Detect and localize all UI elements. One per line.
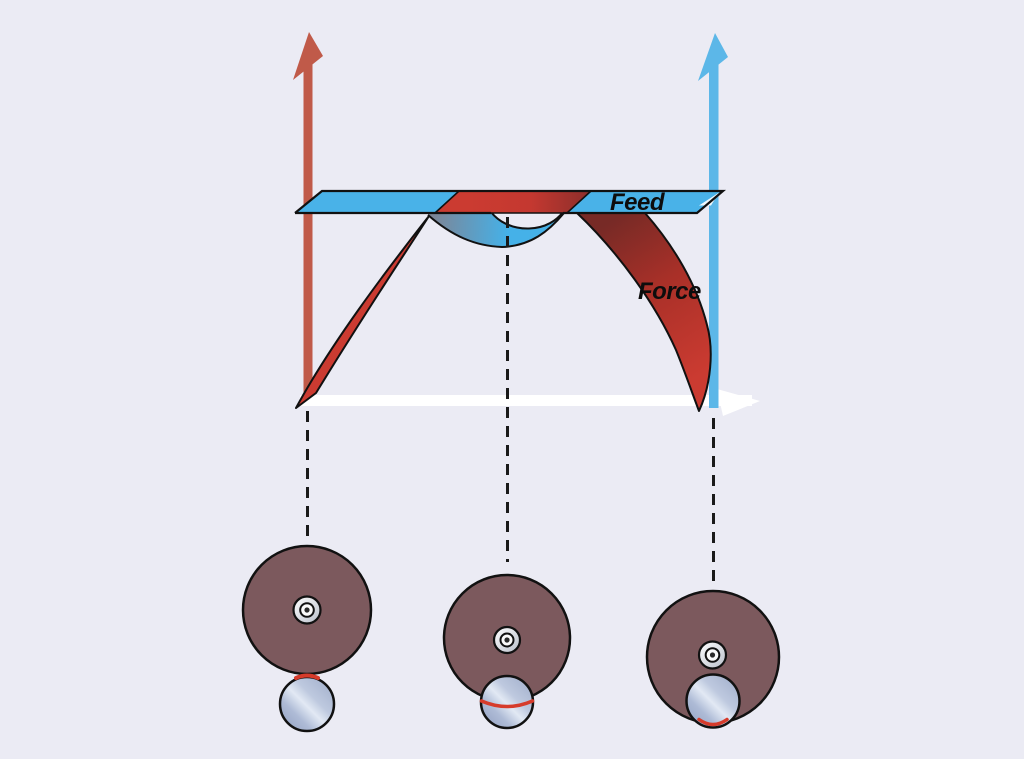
feed-bar-outline bbox=[294, 189, 727, 215]
feed-axis-shaft bbox=[709, 60, 719, 408]
dip-outer-curve bbox=[427, 212, 565, 249]
workpiece-ball bbox=[685, 673, 741, 729]
force-axis-arrowhead-icon bbox=[293, 32, 323, 80]
feed-deflection-dip bbox=[427, 211, 565, 249]
wheel-hub bbox=[492, 625, 522, 655]
force-ribbon-on-bar bbox=[432, 190, 594, 214]
hub-center-dot bbox=[504, 637, 510, 643]
wheel-hub bbox=[697, 640, 728, 670]
hub-center-dot bbox=[709, 652, 716, 658]
feed-label: Feed bbox=[610, 189, 666, 216]
feed-axis-arrow-blue bbox=[698, 33, 728, 408]
time-axis-white bbox=[300, 389, 760, 416]
workpiece-ball bbox=[278, 675, 336, 733]
grinding-stage-1 bbox=[241, 544, 373, 733]
contact-arc bbox=[479, 699, 535, 709]
dip-fill bbox=[428, 213, 564, 247]
force-axis-shaft bbox=[303, 60, 313, 397]
wheel-hub bbox=[292, 595, 322, 625]
time-axis-arrowhead-icon bbox=[717, 389, 760, 416]
feed-bar-tip-highlight bbox=[699, 192, 719, 206]
contact-arc bbox=[697, 717, 729, 727]
force-label: Force bbox=[638, 278, 701, 305]
contact-arc bbox=[294, 673, 320, 680]
feed-bar bbox=[294, 189, 727, 215]
feed-axis-arrowhead-icon bbox=[698, 33, 728, 81]
dashed-guide-lines bbox=[306, 217, 715, 589]
force-ribbon-right-leg bbox=[576, 212, 712, 412]
grinding-stage-2 bbox=[442, 573, 572, 730]
time-axis-line bbox=[300, 395, 752, 406]
grinding-stage-3 bbox=[645, 589, 781, 729]
dip-inner-arch-curve bbox=[490, 211, 564, 230]
hub-center-dot bbox=[304, 607, 310, 613]
force-axis-arrow-red bbox=[293, 32, 323, 397]
